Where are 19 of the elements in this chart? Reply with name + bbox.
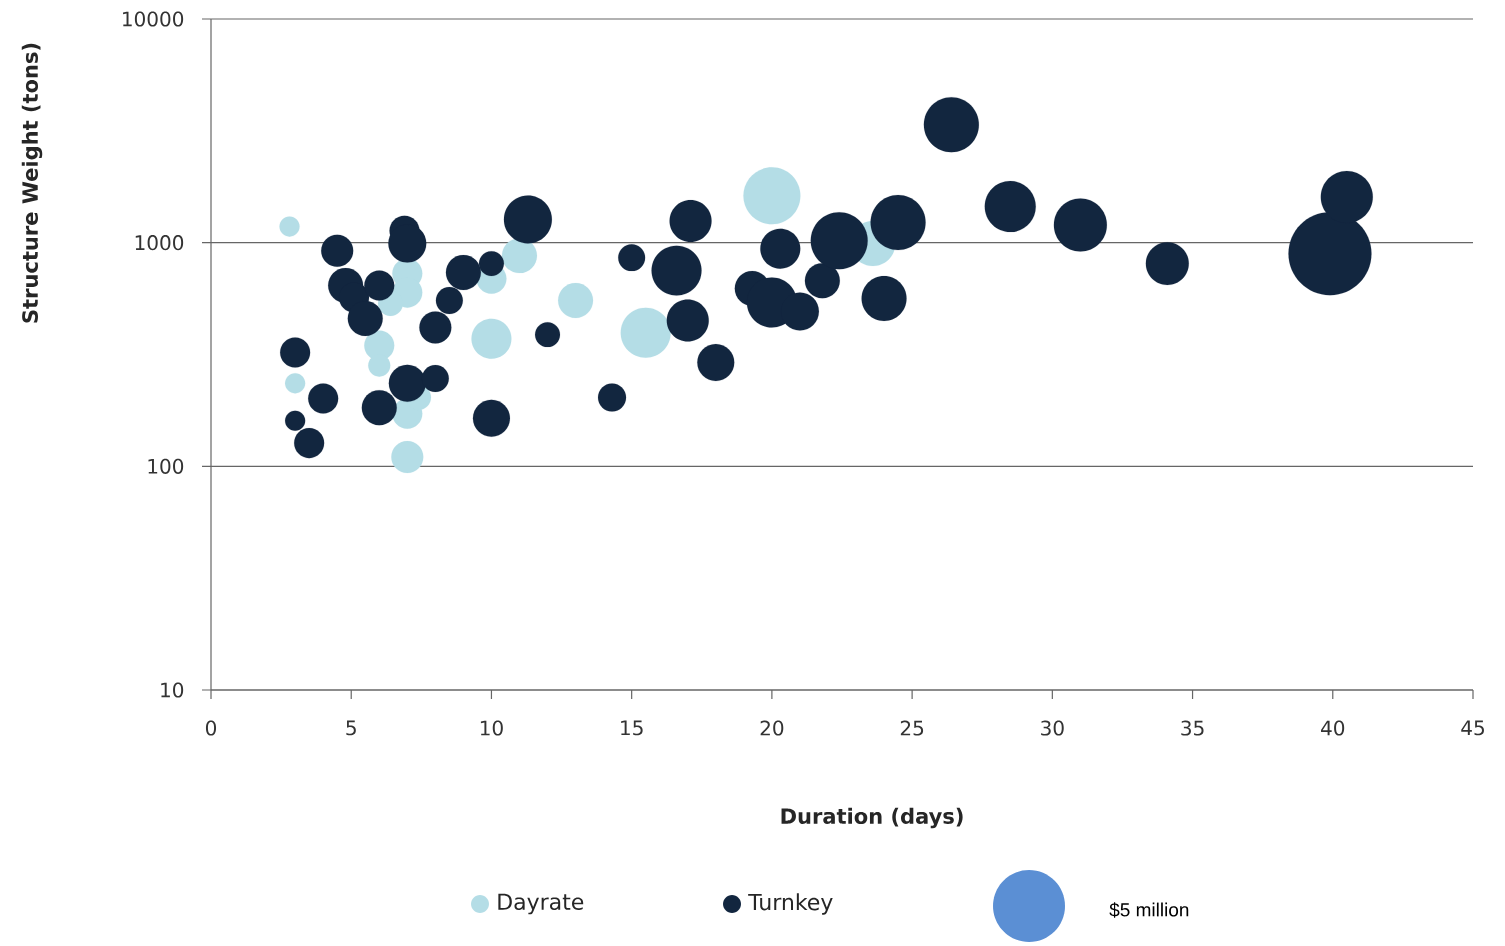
x-tick-label: 0 (205, 720, 217, 736)
legend-label: Turnkey (748, 893, 833, 915)
y-tick-label: 100 (148, 458, 184, 474)
x-tick-label: 45 (1461, 720, 1484, 736)
x-tick-label: 25 (900, 720, 924, 736)
y-axis-title: Structure Weight (tons) (21, 43, 43, 323)
y-tick-label: 1000 (135, 235, 184, 251)
x-tick-label: 30 (1041, 720, 1064, 736)
x-tick-label: 15 (621, 720, 643, 736)
x-tick-label: 20 (760, 720, 784, 736)
x-tick-label: 10 (480, 720, 503, 736)
x-tick-label: 35 (1181, 720, 1204, 736)
x-tick-label: 40 (1321, 720, 1345, 736)
x-tick-label: 5 (346, 720, 356, 736)
y-tick-label: 10 (161, 682, 184, 698)
x-axis-title: Duration (days) (781, 807, 963, 829)
legend-label: $5 million (1109, 902, 1189, 918)
legend-label: Dayrate (498, 893, 584, 915)
y-tick-label: 10000 (123, 11, 184, 27)
